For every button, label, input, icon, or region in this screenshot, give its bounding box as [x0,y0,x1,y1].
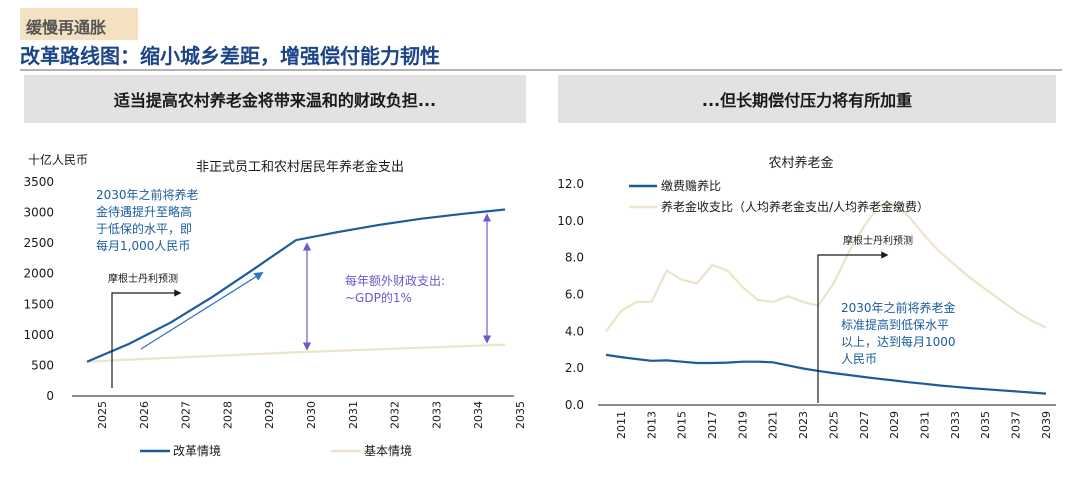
left-x-tick-label: 2027 [180,401,193,429]
right-x-tick-label: 2011 [615,411,628,439]
left-x-axis: 2025 2026 2027 2028 2029 2030 2031 2032 2033 2034… [96,401,527,429]
left-y-tick-label: 1500 [23,297,54,311]
right-x-tick-label: 2025 [827,411,840,439]
right-forecast-label: 摩根士丹利预测 [843,234,913,247]
left-reform-note: 2030年之前将养老 金待遇提升至略高 于低保的水平，即 每月1,000人民币 [96,187,199,253]
right-y-tick-label: 2.0 [565,361,584,375]
right-x-tick-label: 2015 [676,411,689,439]
right-x-tick-label: 2037 [1009,411,1022,439]
left-y-tick-label: 2500 [23,236,54,250]
right-x-axis: 2011 2013 2015 2017 2019 2021 2023 2025 2027 2029… [615,411,1053,439]
right-note: 2030年之前将养老金 标准提高到低保水平 以上，达到每月1000 人民币 [841,300,956,366]
right-x-tick-label: 2031 [918,411,931,439]
right-y-tick-label: 8.0 [565,251,584,265]
left-x-tick-label: 2034 [472,401,485,429]
right-note-line-2: 标准提高到低保水平 [841,317,949,332]
left-forecast-marker [111,289,182,388]
left-x-tick-label: 2030 [305,401,318,429]
right-y-tick-label: 10.0 [557,214,584,228]
left-y-tick-label: 0 [46,389,54,403]
right-y-tick-label: 0.0 [565,398,584,412]
right-x-tick-label: 2039 [1040,411,1053,439]
right-panel-banner: ...但长期偿付压力将有所加重 [558,75,1056,123]
section-tag: 缓慢再通胀 [20,8,138,40]
right-note-line-1: 2030年之前将养老金 [841,300,956,315]
left-panel-banner: 适当提高农村养老金将带来温和的财政负担... [24,75,526,123]
left-x-tick-label: 2031 [347,401,360,429]
right-x-tick-label: 2013 [645,411,658,439]
left-series-line-0 [86,208,506,363]
left-x-tick-label: 2026 [138,401,151,429]
right-x-tick-label: 2021 [767,411,780,439]
right-x-tick-label: 2035 [979,411,992,439]
left-x-tick-label: 2029 [263,401,276,429]
right-y-tick-label: 4.0 [565,324,584,338]
left-y-axis: 0 500 1000 1500 2000 2500 3000 3500 [23,175,54,403]
right-x-tick-label: 2019 [736,411,749,439]
reform-note-line-4: 每月1,000人民币 [96,238,190,253]
right-x-tick-label: 2029 [888,411,901,439]
left-chart-title: 非正式员工和农村居民年养老金支出 [196,159,404,175]
fiscal-value: ~GDP的1% [345,290,412,305]
legend-label-reform: 改革情境 [173,443,221,458]
fiscal-label: 每年额外财政支出: [345,273,445,288]
legend-label-contribution-ratio: 缴费赡养比 [661,178,721,193]
right-x-tick-label: 2027 [858,411,871,439]
left-x-tick-label: 2028 [221,401,234,429]
right-chart-title: 农村养老金 [768,155,833,171]
title-divider [20,69,1062,71]
left-y-tick-label: 3500 [23,175,54,189]
right-y-axis: 0.0 2.0 4.0 6.0 8.0 10.0 12.0 [557,177,584,412]
reform-note-line-1: 2030年之前将养老 [96,187,199,202]
right-note-line-4: 人民币 [841,352,877,366]
left-y-axis-label: 十亿人民币 [28,152,88,167]
right-y-tick-label: 12.0 [557,177,584,191]
right-legend: 缴费赡养比 养老金收支比（人均养老金支出/人均养老金缴费） [629,178,929,214]
left-series-line-1 [86,343,506,363]
left-x-tick-label: 2032 [389,401,402,429]
reform-trend-arrow [140,272,264,350]
right-forecast-marker [817,251,889,403]
legend-label-base: 基本情境 [364,443,412,458]
left-x-tick-label: 2035 [514,401,527,429]
left-forecast-label: 摩根士丹利预测 [108,272,178,285]
left-y-tick-label: 1000 [23,328,54,342]
right-series-line-1 [605,203,1047,332]
right-y-tick-label: 6.0 [565,288,584,302]
legend-label-payout-ratio: 养老金收支比（人均养老金支出/人均养老金缴费） [661,199,929,214]
right-x-tick-label: 2017 [706,411,719,439]
left-x-tick-label: 2033 [430,401,443,429]
right-x-tick-label: 2033 [949,411,962,439]
right-note-line-3: 以上，达到每月1000 [841,334,956,349]
left-series-group [86,208,506,363]
page-title: 改革路线图：缩小城乡差距，增强偿付能力韧性 [20,44,440,68]
left-y-tick-label: 500 [31,358,54,372]
left-x-tick-label: 2025 [96,401,109,429]
reform-note-line-2: 金待遇提升至略高 [96,204,192,219]
right-x-tick-label: 2023 [797,411,810,439]
left-y-tick-label: 2000 [23,267,54,281]
left-y-tick-label: 3000 [23,206,54,220]
reform-note-line-3: 于低保的水平，即 [96,221,192,236]
right-series-group [605,203,1047,395]
left-legend: 改革情境 基本情境 [140,443,412,458]
right-series-line-0 [605,353,1047,395]
